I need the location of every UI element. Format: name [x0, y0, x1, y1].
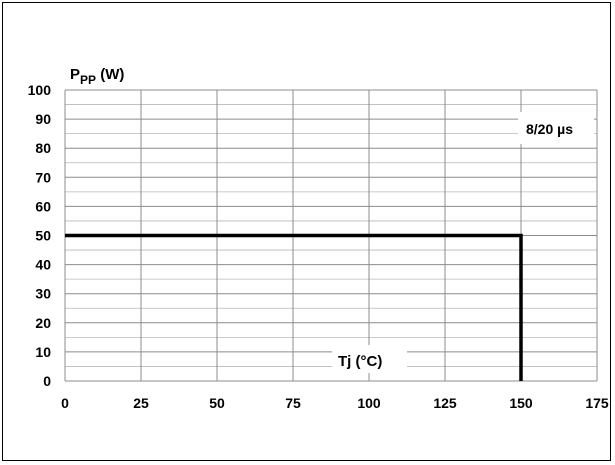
x-tick-label: 25: [133, 395, 149, 411]
chart-frame: [2, 2, 611, 461]
y-tick-label: 60: [35, 198, 51, 214]
x-tick-label: 175: [585, 395, 609, 411]
y-tick-label: 70: [35, 169, 51, 185]
y-tick-label: 50: [35, 228, 51, 244]
y-axis-title-sub: PP: [80, 73, 96, 87]
x-tick-label: 0: [61, 395, 69, 411]
y-tick-label: 20: [35, 315, 51, 331]
y-tick-label: 90: [35, 111, 51, 127]
x-axis-title: Tj (°C): [338, 353, 382, 370]
x-tick-label: 100: [357, 395, 381, 411]
y-axis-title: PPP (W): [70, 66, 124, 87]
y-tick-label: 10: [35, 344, 51, 360]
y-tick-label: 0: [43, 373, 51, 389]
x-tick-label: 75: [285, 395, 301, 411]
series-line: [65, 233, 523, 381]
y-axis-title-unit: (W): [96, 66, 124, 83]
x-tick-label: 50: [209, 395, 225, 411]
x-tick-labels: 0 25 50 75 100 125 150 175: [61, 395, 609, 411]
y-tick-label: 40: [35, 257, 51, 273]
y-tick-labels: 0 10 20 30 40 50 60 70 80 90 100: [28, 82, 52, 389]
y-tick-label: 80: [35, 140, 51, 156]
y-axis-title-main: P: [70, 66, 80, 83]
pulse-annotation: 8/20 µs: [526, 121, 573, 137]
y-tick-label: 100: [28, 82, 52, 98]
x-label-background: [332, 345, 407, 373]
y-tick-label: 30: [35, 286, 51, 302]
annotation-background: [518, 112, 594, 144]
x-tick-label: 150: [509, 395, 533, 411]
series-layer: [65, 233, 523, 381]
x-tick-label: 125: [433, 395, 457, 411]
grid-minor: [65, 104, 597, 367]
